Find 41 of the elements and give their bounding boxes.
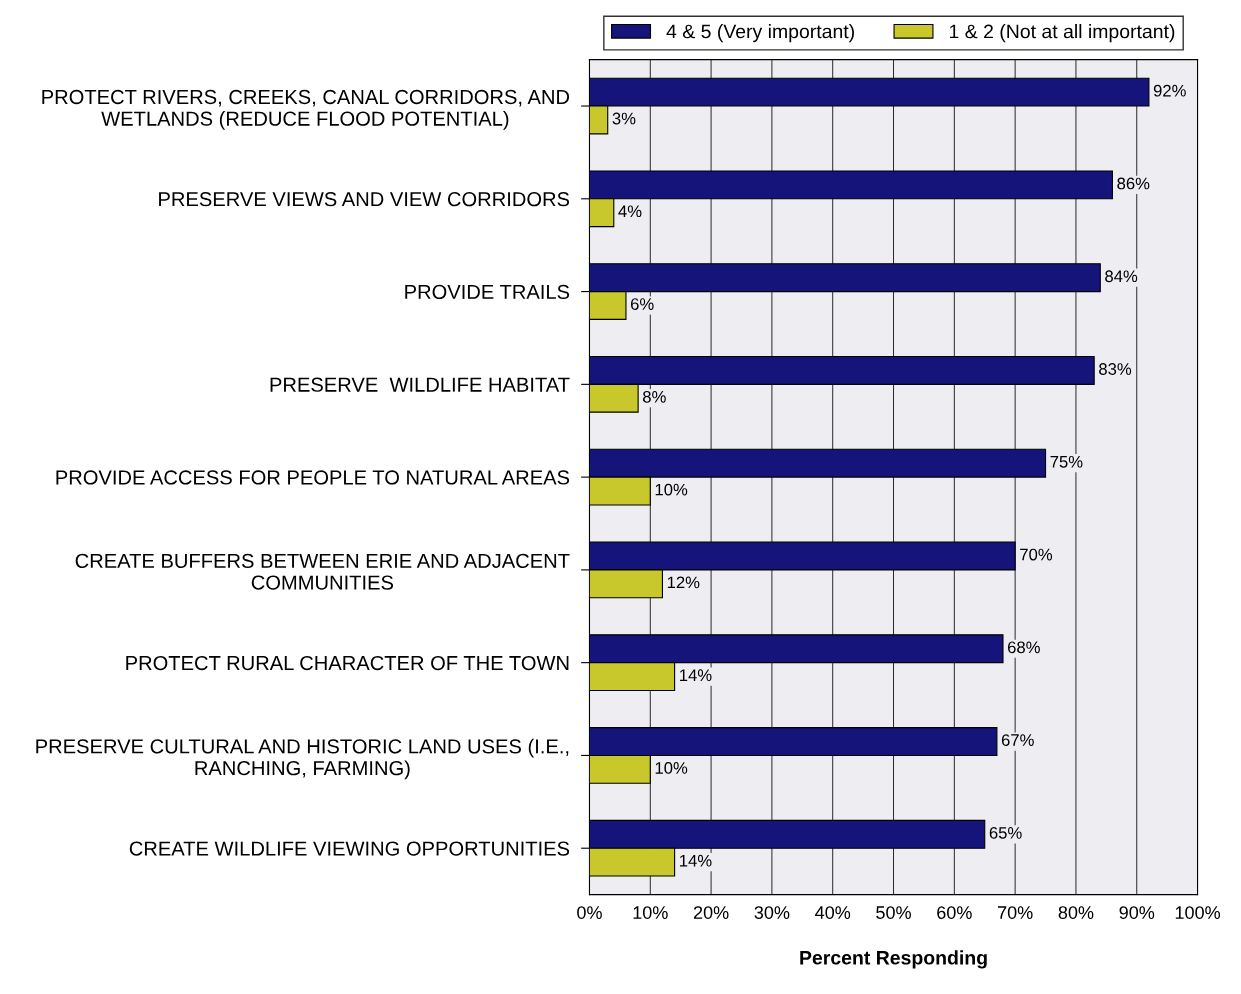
x-tick-label: 60% <box>937 906 972 919</box>
y-tick-label: PROTECT RURAL CHARACTER OF THE TOWN <box>126 655 569 671</box>
data-label: 92% <box>1153 84 1186 97</box>
data-label: 68% <box>1007 641 1040 654</box>
y-tick-label: PROVIDE ACCESS FOR PEOPLE TO NATURAL AREAS <box>56 470 570 485</box>
x-tick-label: 100% <box>1175 906 1221 919</box>
x-tick-label: 30% <box>754 906 790 919</box>
data-label: 6% <box>630 298 654 310</box>
data-label: 65% <box>989 826 1022 839</box>
x-tick-label: 0% <box>577 906 602 919</box>
data-label: 83% <box>1099 363 1132 375</box>
x-tick-label: 80% <box>1058 906 1094 919</box>
x-tick-label: 50% <box>876 906 911 919</box>
data-label: 14% <box>680 854 712 867</box>
y-tick-label: CREATE WILDLIFE VIEWING OPPORTUNITIES <box>129 841 570 856</box>
x-tick-label: 20% <box>693 906 729 919</box>
data-label: 12% <box>667 576 700 589</box>
legend-label: 1 & 2 (Not at all important) <box>949 24 1175 43</box>
data-label: 67% <box>1001 734 1034 746</box>
x-tick-label: 10% <box>633 906 668 919</box>
data-label: 8% <box>643 390 666 403</box>
data-label: 86% <box>1117 177 1150 190</box>
y-tick-label: PROVIDE TRAILS <box>405 284 570 300</box>
legend-label: 4 & 5 (Very important) <box>666 24 854 43</box>
y-tick-label: PRESERVE CULTURAL AND HISTORIC LAND USES (I.E., RANCHING, FARMING) <box>36 738 569 780</box>
data-label: 10% <box>655 483 688 496</box>
data-label: 75% <box>1050 455 1083 468</box>
x-tick-label: 90% <box>1119 906 1155 919</box>
data-label: 84% <box>1105 270 1138 283</box>
y-tick-label: PRESERVE VIEWS AND VIEW CORRIDORS <box>159 192 570 207</box>
x-tick-label: 70% <box>998 906 1033 919</box>
data-label: 14% <box>680 669 712 681</box>
y-tick-label: CREATE BUFFERS BETWEEN ERIE AND ADJACENT COMMUNITIES <box>75 553 570 590</box>
x-tick-label: 40% <box>815 906 851 919</box>
data-label: 3% <box>612 112 636 125</box>
y-tick-label: PROTECT RIVERS, CREEKS, CANAL CORRIDORS, AND WETLANDS (REDUCE FLOOD POTENTIAL) <box>42 89 570 130</box>
x-axis-title: Percent Responding <box>800 950 987 969</box>
y-tick-label: PRESERVE WILDLIFE HABITAT <box>270 377 570 392</box>
data-label: 70% <box>1020 548 1053 561</box>
data-label: 10% <box>655 762 688 774</box>
data-label: 4% <box>618 205 642 218</box>
